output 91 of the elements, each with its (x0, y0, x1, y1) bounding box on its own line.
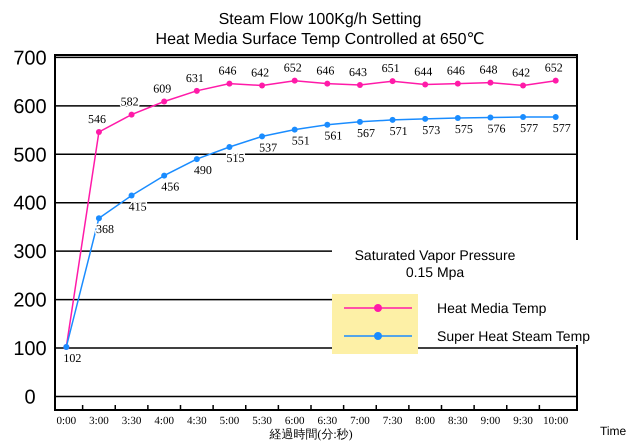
point (356, 118, 363, 125)
data-label: 582 (120, 94, 139, 109)
point (422, 82, 428, 88)
point (292, 126, 298, 133)
data-label: 642 (512, 66, 530, 80)
x-tick-label: 3:00 (89, 415, 110, 427)
point (520, 82, 526, 89)
point (194, 156, 200, 162)
data-label: 648 (479, 62, 498, 77)
data-label: 646 (316, 64, 334, 78)
chart-title: Steam Flow 100Kg/h Setting (218, 11, 422, 28)
data-label: 652 (284, 60, 302, 75)
data-label: 537 (259, 140, 278, 154)
x-tick-label: 6:00 (284, 415, 305, 427)
point (487, 114, 494, 120)
point (454, 80, 461, 87)
data-label: 575 (454, 122, 473, 136)
point (292, 78, 298, 84)
text: Time (600, 424, 627, 438)
point (552, 114, 559, 120)
data-label: 577 (552, 120, 571, 135)
data-label: 456 (161, 180, 180, 194)
x-tick-label: 8:30 (448, 415, 468, 427)
x-tick-label: 9:00 (480, 415, 501, 427)
point (96, 129, 102, 136)
y-tick-label: 0 (24, 386, 36, 408)
data-label: 642 (251, 66, 270, 80)
point (194, 88, 200, 94)
point (356, 82, 363, 88)
point (552, 78, 559, 84)
annotation: Saturated Vapor Pressure (354, 247, 516, 263)
point (161, 172, 168, 179)
point (226, 80, 232, 87)
point (390, 116, 396, 123)
point (96, 215, 102, 222)
x-tick-label: 9:30 (513, 415, 534, 427)
data-label: 609 (153, 81, 172, 96)
point (324, 80, 330, 87)
y-tick-label: 300 (13, 241, 47, 264)
point (128, 112, 135, 118)
data-label: 571 (390, 124, 408, 138)
x-tick-label: 4:00 (154, 415, 174, 427)
data-label: 646 (218, 64, 236, 78)
data-label: 646 (446, 64, 465, 78)
data-label: 551 (292, 134, 310, 148)
data-label: 561 (324, 128, 342, 143)
y-tick-label: 100 (13, 338, 47, 360)
point (520, 114, 526, 120)
legend-label: Super Heat Steam Temp (437, 328, 590, 344)
point (454, 114, 461, 121)
data-label: 490 (194, 163, 212, 178)
data-label: 573 (422, 122, 440, 137)
point (422, 116, 428, 122)
point (390, 78, 396, 84)
legend-label: Heat Media Temp (437, 300, 547, 316)
y-tick-label: 700 (13, 47, 47, 70)
data-label: 567 (356, 126, 375, 140)
x-tick-label: 5:00 (220, 415, 240, 427)
data-label: 652 (544, 60, 563, 75)
data-label: 577 (520, 120, 538, 135)
data-label: 651 (382, 61, 400, 76)
y-tick-label: 400 (13, 192, 47, 215)
annotation: 0.15 Mpa (406, 264, 464, 280)
x-tick-label: 6:30 (318, 415, 338, 427)
y-tick-label: 200 (13, 290, 47, 312)
x-tick-label: 4:30 (187, 415, 208, 427)
data-label: 546 (88, 112, 106, 126)
point (161, 98, 168, 104)
x-axis-title: 経過時間(分:秒) (268, 427, 353, 441)
x-tick-label: 10:00 (543, 415, 569, 427)
point (259, 133, 266, 140)
data-label: 576 (487, 121, 506, 136)
point (259, 82, 266, 89)
x-tick-label: 5:30 (252, 415, 272, 427)
x-tick-label: 8:00 (415, 415, 436, 427)
chart-subtitle: Heat Media Surface Temp Controlled at 650℃ (156, 31, 484, 48)
point (128, 192, 135, 198)
x-tick-label: 7:00 (350, 415, 370, 427)
point (226, 144, 232, 150)
data-label: 643 (348, 65, 367, 80)
x-tick-label: 0:00 (56, 415, 77, 427)
data-label: 368 (96, 222, 114, 236)
y-tick-label: 600 (13, 96, 47, 118)
point (487, 80, 494, 86)
x-tick-label: 3:30 (122, 415, 142, 427)
data-label: 631 (186, 70, 204, 85)
data-label: 644 (414, 64, 432, 79)
data-label: 102 (63, 351, 82, 366)
y-tick-label: 500 (13, 144, 47, 166)
point (324, 122, 330, 128)
x-tick-label: 7:30 (382, 415, 403, 427)
